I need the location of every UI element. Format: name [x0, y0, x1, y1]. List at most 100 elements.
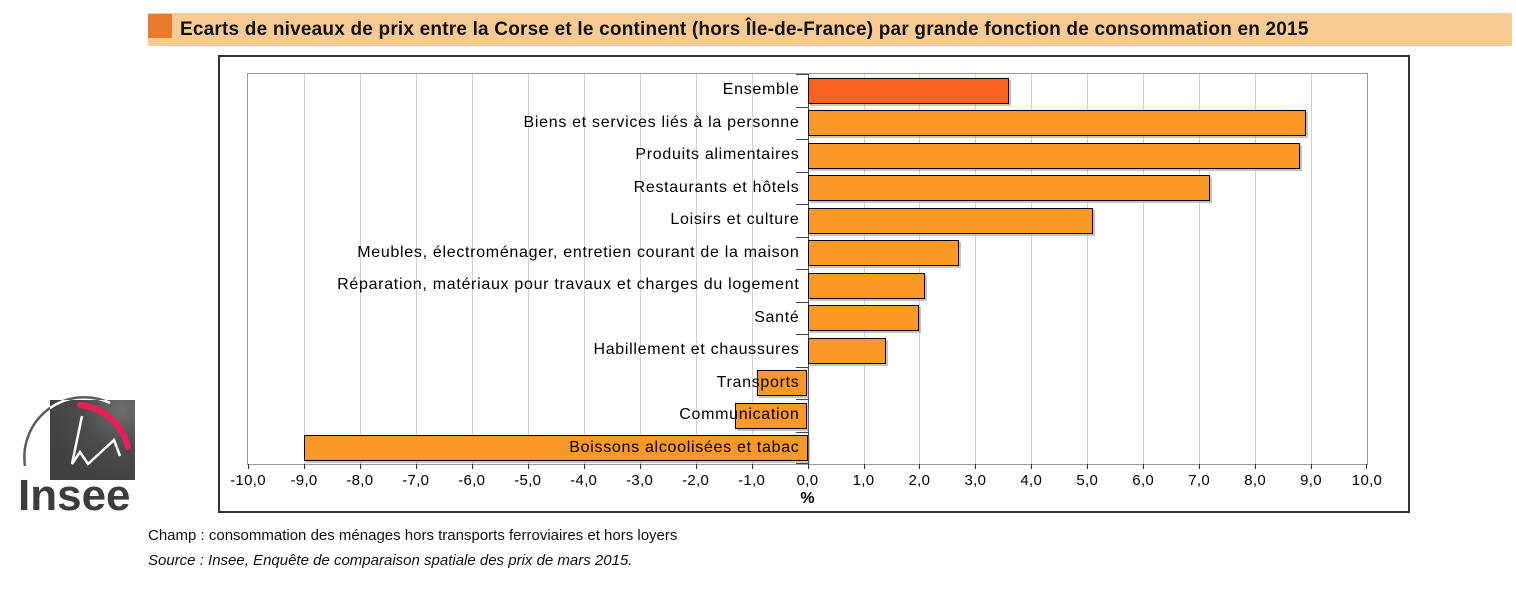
category-axis-tick: [795, 334, 808, 335]
insee-logo-text: Insee: [18, 471, 131, 520]
zero-axis-line: [807, 74, 809, 464]
x-axis-tick-label: 6,0: [1132, 472, 1155, 489]
x-axis-title: %: [800, 490, 815, 507]
title-bullet-square: [148, 14, 172, 38]
x-axis-tick-label: -4,0: [570, 472, 598, 489]
x-axis-tick: [583, 464, 585, 469]
logo-outer-arc: [23, 396, 111, 467]
x-axis-tick: [639, 464, 641, 469]
gridline: [415, 74, 417, 464]
gridline: [919, 74, 921, 464]
category-label: Transports: [716, 373, 800, 391]
logo-zigzag: [70, 415, 122, 466]
category-label: Boissons alcoolisées et tabac: [569, 438, 800, 456]
x-axis-tick: [304, 464, 305, 469]
chart-title: Ecarts de niveaux de prix entre la Corse…: [180, 18, 1309, 40]
category-label: Biens et services liés à la personne: [523, 113, 800, 131]
category-axis-tick: [795, 399, 808, 400]
bar: [807, 175, 1211, 201]
x-axis-tick: [359, 464, 361, 469]
x-axis-tick: [1087, 464, 1089, 469]
bar: [807, 207, 1093, 234]
x-axis-tick: [1199, 464, 1201, 469]
category-label: Loisirs et culture: [670, 211, 800, 228]
category-axis-tick: [795, 366, 808, 368]
bar: [807, 337, 886, 364]
x-axis-tick-label: 2,0: [908, 472, 931, 489]
gridline: [1255, 74, 1257, 464]
category-label: Communication: [679, 406, 800, 423]
source-note: Source : Insee, Enquête de comparaison s…: [148, 552, 633, 569]
bar: [807, 240, 959, 266]
x-axis-tick-label: 3,0: [964, 472, 987, 489]
gridline: [975, 74, 977, 464]
bar: [757, 370, 808, 396]
gridline: [1087, 74, 1089, 464]
x-axis-tick: [1255, 464, 1257, 469]
category-label: Produits alimentaires: [635, 146, 800, 163]
category-label: Restaurants et hôtels: [633, 178, 800, 196]
bar: [807, 110, 1306, 136]
plot-area: Ensemble Biens et services liés à la pers…: [230, 73, 1382, 507]
gridline: [1031, 74, 1033, 464]
x-axis-tick-label: 1,0: [852, 472, 875, 489]
category-axis-tick: [795, 204, 808, 205]
gridline: [863, 74, 865, 464]
x-axis-tick-label: -8,0: [346, 472, 374, 489]
bar: [807, 305, 920, 331]
bar: [807, 77, 1009, 104]
bar: [807, 272, 925, 299]
x-axis-tick: [471, 464, 473, 469]
logo-pink-arc: [77, 402, 131, 450]
x-axis-tick-label: -7,0: [402, 472, 430, 489]
x-axis-tick: [1143, 464, 1145, 469]
champ-note: Champ : consommation des ménages hors tr…: [148, 527, 678, 544]
category-axis-tick: [795, 463, 808, 464]
gridline: [304, 74, 305, 464]
x-axis-tick: [1311, 464, 1312, 469]
x-axis-tick: [975, 464, 977, 469]
category-axis-tick: [795, 139, 808, 140]
x-axis-tick: [248, 464, 249, 469]
x-axis-tick-label: -9,0: [290, 472, 318, 489]
category-axis-tick: [795, 269, 808, 270]
x-axis-tick: [1366, 464, 1367, 469]
gridline: [471, 74, 473, 464]
x-axis-tick-label: -6,0: [458, 472, 486, 489]
x-axis-tick: [807, 464, 809, 469]
x-axis-tick: [1031, 464, 1033, 469]
gridline: [1143, 74, 1145, 464]
x-axis-tick-label: -2,0: [682, 472, 710, 489]
category-axis-tick: [795, 431, 808, 433]
x-axis-tick: [751, 464, 753, 469]
category-label: Meubles, électroménager, entretien coura…: [357, 243, 800, 261]
x-axis-tick-label: 9,0: [1300, 472, 1322, 489]
x-axis-tick: [527, 464, 529, 469]
gridline: [1311, 74, 1312, 464]
logo-square: [50, 400, 135, 480]
bar: [734, 402, 808, 429]
category-label: Ensemble: [722, 81, 800, 98]
category-axis-tick: [795, 301, 808, 303]
category-label: Habillement et chaussures: [593, 341, 800, 358]
x-axis-tick-label: -10,0: [230, 472, 266, 489]
gridline: [751, 74, 753, 464]
x-axis-tick: [415, 464, 417, 469]
x-axis-tick: [695, 464, 697, 469]
gridline: [583, 74, 585, 464]
insee-logo: Insee: [14, 388, 164, 520]
x-axis-tick-label: 8,0: [1244, 472, 1266, 489]
x-axis-tick-label: 7,0: [1188, 472, 1210, 489]
x-axis-tick-label: -5,0: [514, 472, 542, 489]
gridline: [1199, 74, 1201, 464]
bar: [807, 142, 1300, 169]
gridline: [527, 74, 529, 464]
category-axis-tick: [795, 106, 808, 108]
category-axis-tick: [795, 171, 808, 173]
x-axis-tick-label: 5,0: [1076, 472, 1099, 489]
x-axis-tick-label: 4,0: [1020, 472, 1043, 489]
x-axis-tick: [919, 464, 921, 469]
gridline: [695, 74, 697, 464]
category-axis-tick: [795, 236, 808, 238]
